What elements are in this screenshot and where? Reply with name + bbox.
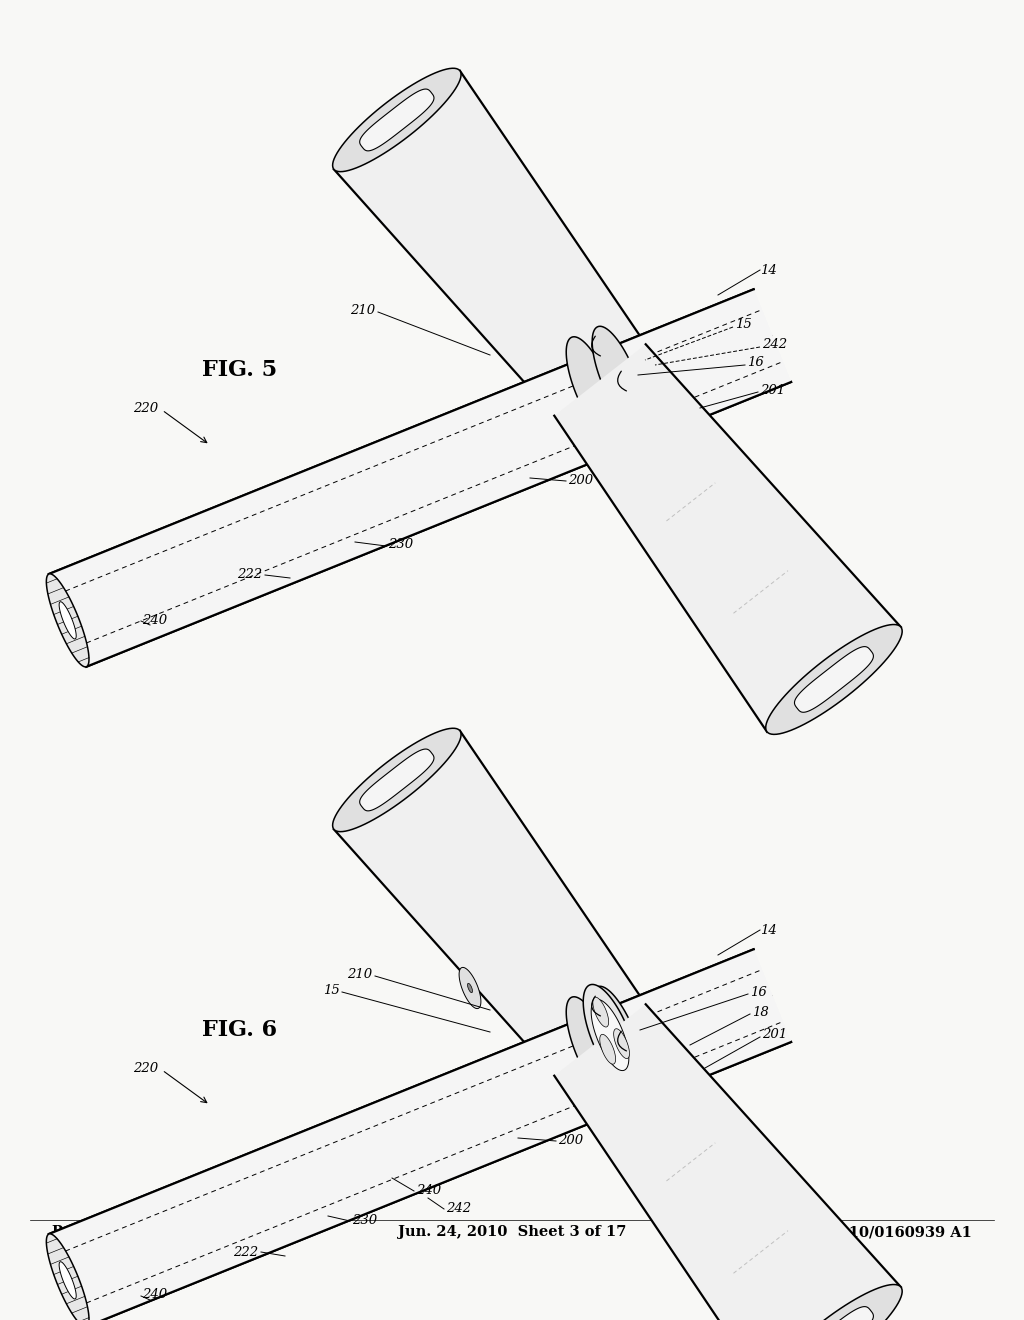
Polygon shape bbox=[591, 999, 629, 1071]
Polygon shape bbox=[334, 71, 646, 416]
Text: Patent Application Publication: Patent Application Publication bbox=[52, 1225, 304, 1239]
Text: 222: 222 bbox=[232, 1246, 258, 1258]
Polygon shape bbox=[333, 729, 461, 832]
Polygon shape bbox=[566, 997, 617, 1098]
Polygon shape bbox=[554, 1005, 901, 1320]
Text: Jun. 24, 2010  Sheet 3 of 17: Jun. 24, 2010 Sheet 3 of 17 bbox=[397, 1225, 627, 1239]
Polygon shape bbox=[592, 986, 644, 1088]
Text: 14: 14 bbox=[760, 924, 777, 936]
Text: 15: 15 bbox=[324, 983, 340, 997]
Polygon shape bbox=[334, 731, 646, 1076]
Polygon shape bbox=[49, 949, 792, 1320]
Text: 18: 18 bbox=[752, 1006, 769, 1019]
Text: 201: 201 bbox=[762, 1028, 787, 1041]
Text: 201: 201 bbox=[760, 384, 785, 396]
Polygon shape bbox=[766, 1284, 902, 1320]
Text: 240: 240 bbox=[142, 614, 167, 627]
Text: 230: 230 bbox=[388, 539, 413, 552]
Polygon shape bbox=[593, 997, 608, 1027]
Text: 222: 222 bbox=[237, 569, 262, 582]
Text: FIG. 5: FIG. 5 bbox=[202, 359, 278, 381]
Text: 210: 210 bbox=[347, 968, 372, 981]
Text: US 2010/0160939 A1: US 2010/0160939 A1 bbox=[800, 1225, 972, 1239]
Polygon shape bbox=[600, 1035, 615, 1064]
Text: 220: 220 bbox=[133, 401, 158, 414]
Polygon shape bbox=[46, 1234, 89, 1320]
Text: 240: 240 bbox=[416, 1184, 441, 1196]
Text: 15: 15 bbox=[735, 318, 752, 331]
Polygon shape bbox=[359, 748, 434, 810]
Polygon shape bbox=[584, 985, 637, 1085]
Polygon shape bbox=[459, 968, 481, 1008]
Text: FIG. 6: FIG. 6 bbox=[202, 1019, 278, 1041]
Text: 230: 230 bbox=[352, 1213, 377, 1226]
Polygon shape bbox=[59, 602, 76, 639]
Polygon shape bbox=[592, 326, 644, 428]
Polygon shape bbox=[49, 949, 792, 1320]
Text: 14: 14 bbox=[760, 264, 777, 276]
Polygon shape bbox=[554, 345, 901, 731]
Polygon shape bbox=[359, 88, 434, 150]
Polygon shape bbox=[795, 1307, 873, 1320]
Text: 220: 220 bbox=[133, 1061, 158, 1074]
Text: 16: 16 bbox=[746, 356, 764, 370]
Text: 240: 240 bbox=[142, 1288, 167, 1302]
Polygon shape bbox=[795, 647, 873, 713]
Polygon shape bbox=[333, 69, 461, 172]
Text: 210: 210 bbox=[350, 304, 375, 317]
Text: 16: 16 bbox=[750, 986, 767, 998]
Polygon shape bbox=[49, 289, 792, 667]
Text: 200: 200 bbox=[568, 474, 593, 487]
Polygon shape bbox=[566, 337, 617, 438]
Polygon shape bbox=[46, 574, 89, 667]
Polygon shape bbox=[49, 289, 792, 667]
Polygon shape bbox=[59, 1262, 76, 1299]
Polygon shape bbox=[468, 983, 472, 993]
Text: 200: 200 bbox=[558, 1134, 583, 1147]
Text: 242: 242 bbox=[446, 1201, 471, 1214]
Polygon shape bbox=[613, 1028, 630, 1059]
Text: 242: 242 bbox=[762, 338, 787, 351]
Polygon shape bbox=[766, 624, 902, 734]
